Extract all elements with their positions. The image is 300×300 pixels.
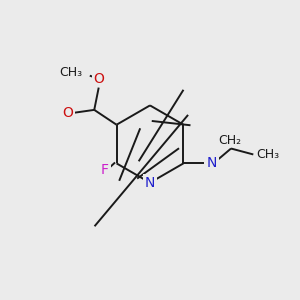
Text: F: F [101, 163, 109, 177]
Text: N: N [145, 176, 155, 190]
Text: O: O [93, 72, 104, 86]
Text: O: O [63, 106, 74, 120]
Text: CH₃: CH₃ [256, 148, 279, 161]
Text: CH₂: CH₂ [218, 134, 241, 147]
Text: N: N [206, 156, 217, 170]
Text: CH₃: CH₃ [59, 66, 82, 79]
